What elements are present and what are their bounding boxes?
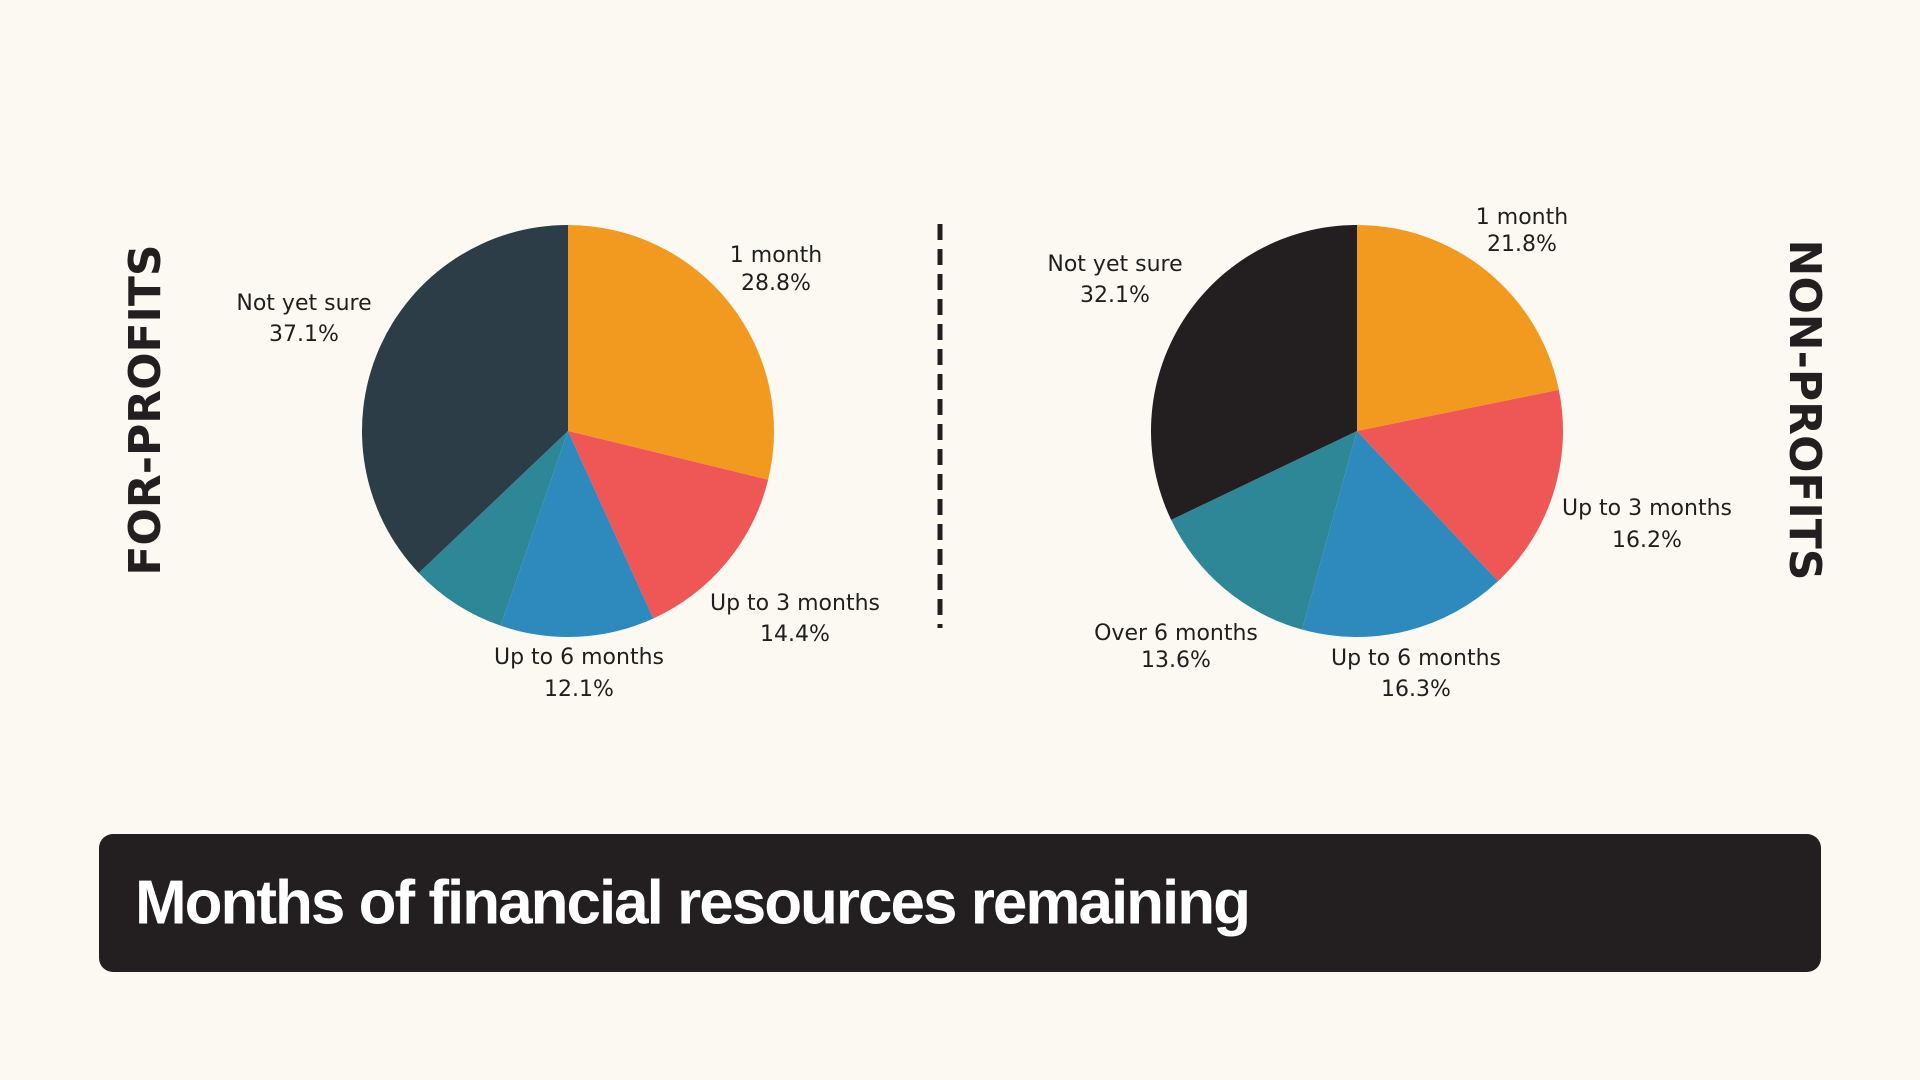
pie-slice-up-to-6-months bbox=[1302, 431, 1499, 638]
slice-label-name: Up to 3 months bbox=[1562, 496, 1732, 521]
slice-label-name: Over 6 months bbox=[1094, 621, 1258, 646]
non-profits-label: NON-PROFITS bbox=[1779, 240, 1830, 581]
slice-label-name: Not yet sure bbox=[236, 291, 371, 316]
pie-slice-not-yet-sure bbox=[1150, 225, 1357, 520]
pie-for-profits-labels: 1 month 28.8% Up to 3 months 14.4% Up to… bbox=[236, 243, 880, 702]
pie-slice-1-month bbox=[1357, 225, 1559, 431]
slice-label-value: 14.4% bbox=[760, 622, 830, 647]
chart-title: Months of financial resources remaining bbox=[135, 868, 1251, 938]
slice-label-value: 12.1% bbox=[544, 677, 614, 702]
slice-label-name: 1 month bbox=[1476, 205, 1568, 230]
pie-slice-over-6-months bbox=[418, 431, 568, 626]
pie-non-profits bbox=[1150, 225, 1564, 638]
slice-label-value: 37.1% bbox=[269, 322, 339, 347]
pie-slice-over-6-months bbox=[1171, 431, 1357, 630]
pie-slice-up-to-3-months bbox=[568, 431, 769, 619]
pie-for-profits bbox=[361, 224, 775, 637]
pie-non-profits-labels: 1 month 21.8% Up to 3 months 16.2% Up to… bbox=[1047, 205, 1732, 702]
slice-label-value: 32.1% bbox=[1080, 283, 1150, 308]
pie-slice-1-month bbox=[568, 225, 775, 480]
title-banner: Months of financial resources remaining bbox=[99, 834, 1821, 972]
slice-label-value: 28.8% bbox=[741, 271, 811, 296]
pie-slice-not-yet-sure bbox=[361, 224, 568, 573]
slice-label-value: 21.8% bbox=[1487, 232, 1557, 257]
slice-label-value: 13.6% bbox=[1141, 648, 1211, 673]
slice-label-name: 1 month bbox=[730, 243, 822, 268]
pie-slice-up-to-3-months bbox=[1357, 389, 1564, 582]
slice-label-value: 16.2% bbox=[1612, 528, 1682, 553]
for-profits-label: FOR-PROFITS bbox=[120, 244, 171, 575]
pie-slice-up-to-6-months bbox=[500, 431, 654, 637]
slice-label-value: 16.3% bbox=[1381, 677, 1451, 702]
slice-label-name: Up to 6 months bbox=[1331, 646, 1501, 671]
slice-label-name: Up to 3 months bbox=[710, 591, 880, 616]
slice-label-name: Up to 6 months bbox=[494, 645, 664, 670]
slice-label-name: Not yet sure bbox=[1047, 252, 1182, 277]
